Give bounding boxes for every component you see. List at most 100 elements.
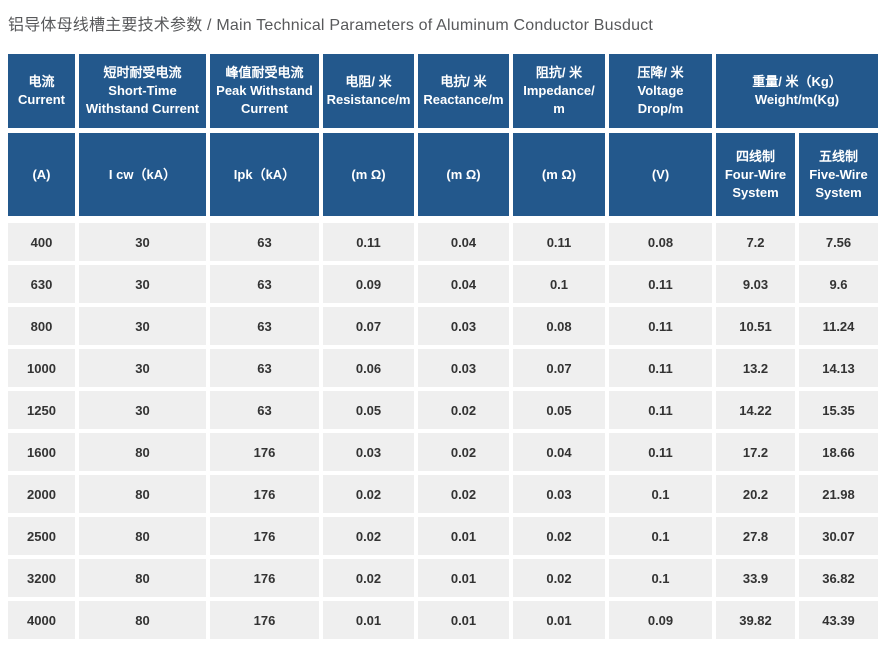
table-cell: 4000 <box>8 601 75 639</box>
table-cell: 0.01 <box>513 601 605 639</box>
header-resistance: 电阻/ 米 Resistance/m <box>323 54 414 128</box>
table-row: 800 30 63 0.07 0.03 0.08 0.11 10.51 11.2… <box>8 307 880 345</box>
header-impedance-zh: 阻抗/ 米 <box>535 65 583 80</box>
unit-reactance-mohm: (m Ω) <box>418 133 509 216</box>
table-cell: 0.03 <box>513 475 605 513</box>
table-row: 1000 30 63 0.06 0.03 0.07 0.11 13.2 14.1… <box>8 349 880 387</box>
table-cell: 2000 <box>8 475 75 513</box>
unit-icw-ka-label: I cw（kA） <box>108 166 177 182</box>
parameters-table: 电流 Current 短时耐受电流 Short-Time Withstand C… <box>8 54 880 639</box>
table-cell: 0.04 <box>513 433 605 471</box>
table-cell: 63 <box>210 307 319 345</box>
table-cell: 63 <box>210 223 319 261</box>
table-cell: 176 <box>210 601 319 639</box>
unit-resistance-mohm: (m Ω) <box>323 133 414 216</box>
table-cell: 36.82 <box>799 559 878 597</box>
table-row: 1600 80 176 0.03 0.02 0.04 0.11 17.2 18.… <box>8 433 880 471</box>
table-cell: 0.1 <box>513 265 605 303</box>
table-row: 1250 30 63 0.05 0.02 0.05 0.11 14.22 15.… <box>8 391 880 429</box>
header-impedance: 阻抗/ 米 Impedance/ m <box>513 54 605 128</box>
header-peak-zh: 峰值耐受电流 <box>225 65 304 80</box>
subheader-five-wire-system: 五线制 Five-Wire System <box>799 133 878 216</box>
table-cell: 0.11 <box>609 265 712 303</box>
header-weight-zh: 重量/ 米（Kg） <box>752 74 842 89</box>
table-cell: 9.6 <box>799 265 878 303</box>
table-row: 3200 80 176 0.02 0.01 0.02 0.1 33.9 36.8… <box>8 559 880 597</box>
header-reactance-en: Reactance/m <box>423 92 504 107</box>
header-impedance-en: Impedance/ m <box>523 83 595 116</box>
table-cell: 30 <box>79 307 206 345</box>
table-cell: 0.05 <box>323 391 414 429</box>
table-cell: 11.24 <box>799 307 878 345</box>
unit-voltage-v: (V) <box>609 133 712 216</box>
unit-ipk-ka: Ipk（kA） <box>210 133 319 216</box>
table-cell: 0.09 <box>609 601 712 639</box>
table-cell: 0.11 <box>609 391 712 429</box>
table-cell: 0.03 <box>323 433 414 471</box>
header-reactance: 电抗/ 米 Reactance/m <box>418 54 509 128</box>
header-resistance-zh: 电阻/ 米 <box>345 74 392 89</box>
table-cell: 0.1 <box>609 517 712 555</box>
table-cell: 0.01 <box>323 601 414 639</box>
table-cell: 3200 <box>8 559 75 597</box>
table-cell: 0.11 <box>323 223 414 261</box>
table-cell: 0.01 <box>418 601 509 639</box>
table-row: 2000 80 176 0.02 0.02 0.03 0.1 20.2 21.9… <box>8 475 880 513</box>
header-voltage-drop: 压降/ 米 Voltage Drop/m <box>609 54 712 128</box>
table-cell: 2500 <box>8 517 75 555</box>
table-cell: 20.2 <box>716 475 795 513</box>
unit-voltage-v-label: (V) <box>651 166 670 182</box>
subheader-four-wire-system: 四线制 Four-Wire System <box>716 133 795 216</box>
table-cell: 176 <box>210 559 319 597</box>
unit-resistance-mohm-label: (m Ω) <box>351 166 386 182</box>
table-row: 2500 80 176 0.02 0.01 0.02 0.1 27.8 30.0… <box>8 517 880 555</box>
five-wire-zh: 五线制 <box>818 148 858 164</box>
table-cell: 63 <box>210 349 319 387</box>
table-cell: 80 <box>79 517 206 555</box>
table-cell: 43.39 <box>799 601 878 639</box>
header-voltage-drop-zh: 压降/ 米 <box>637 65 684 80</box>
table-cell: 0.02 <box>418 391 509 429</box>
table-cell: 0.07 <box>323 307 414 345</box>
table-cell: 0.11 <box>609 349 712 387</box>
table-cell: 80 <box>79 475 206 513</box>
unit-current-a: (A) <box>8 133 75 216</box>
table-cell: 0.06 <box>323 349 414 387</box>
table-cell: 0.01 <box>418 517 509 555</box>
table-cell: 0.02 <box>323 517 414 555</box>
table-cell: 0.02 <box>418 475 509 513</box>
table-cell: 1000 <box>8 349 75 387</box>
unit-impedance-mohm-label: (m Ω) <box>541 166 577 182</box>
header-current-zh: 电流 <box>28 74 55 89</box>
header-reactance-zh: 电抗/ 米 <box>440 74 487 89</box>
table-cell: 30 <box>79 391 206 429</box>
table-cell: 30.07 <box>799 517 878 555</box>
table-cell: 14.13 <box>799 349 878 387</box>
table-cell: 80 <box>79 559 206 597</box>
table-cell: 0.11 <box>513 223 605 261</box>
table-cell: 7.56 <box>799 223 878 261</box>
header-short-time-zh: 短时耐受电流 <box>103 65 182 80</box>
table-row: 4000 80 176 0.01 0.01 0.01 0.09 39.82 43… <box>8 601 880 639</box>
unit-reactance-mohm-label: (m Ω) <box>446 166 481 182</box>
table-header-row-2: (A) I cw（kA） Ipk（kA） (m Ω) (m Ω) (m Ω) (… <box>8 133 880 216</box>
table-cell: 63 <box>210 265 319 303</box>
table-cell: 15.35 <box>799 391 878 429</box>
header-short-time-withstand-current: 短时耐受电流 Short-Time Withstand Current <box>79 54 206 128</box>
table-cell: 80 <box>79 433 206 471</box>
header-current: 电流 Current <box>8 54 75 128</box>
table-cell: 630 <box>8 265 75 303</box>
header-short-time-en: Short-Time Withstand Current <box>85 83 200 116</box>
header-peak-en: Peak Withstand Current <box>216 83 313 116</box>
table-cell: 0.03 <box>418 349 509 387</box>
five-wire-en: Five-Wire System <box>809 166 868 200</box>
table-cell: 7.2 <box>716 223 795 261</box>
table-cell: 176 <box>210 517 319 555</box>
table-cell: 0.09 <box>323 265 414 303</box>
table-cell: 176 <box>210 475 319 513</box>
table-cell: 63 <box>210 391 319 429</box>
table-cell: 176 <box>210 433 319 471</box>
table-cell: 0.01 <box>418 559 509 597</box>
table-cell: 0.03 <box>418 307 509 345</box>
